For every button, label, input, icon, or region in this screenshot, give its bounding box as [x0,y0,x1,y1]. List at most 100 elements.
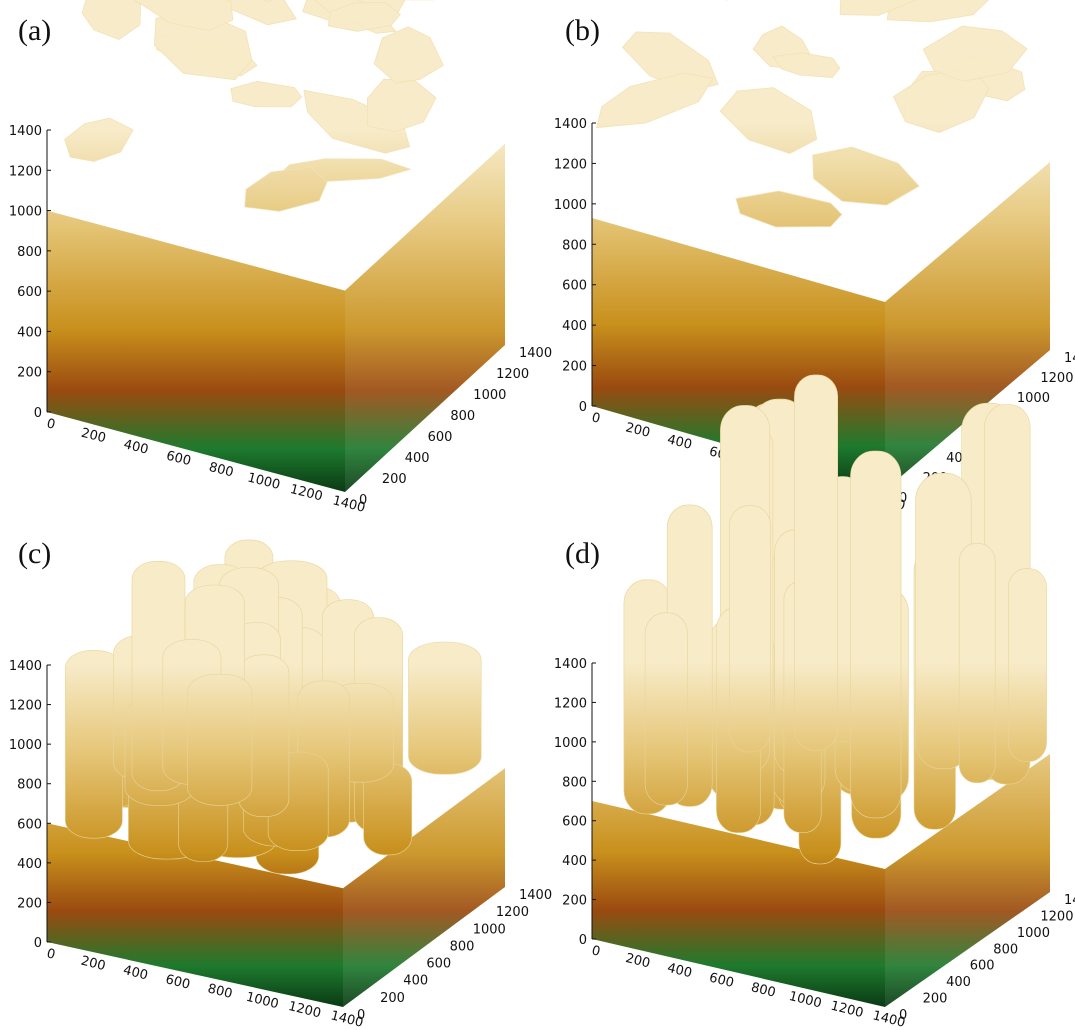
block-face-left [47,823,343,1007]
x-tick-label: 200 [624,951,652,972]
panel-label: (b) [565,14,600,47]
y-tick-label: 1200 [496,905,529,920]
panel-d: (d) 0 200 400 600 800 1000 1200 1400 0 200 400 600 8… [545,374,1075,1030]
block-face-left [47,210,345,493]
z-tick-label: 1400 [554,117,587,132]
x-tick-label: 400 [122,437,150,458]
y-tick-label: 1200 [1040,371,1073,386]
y-tick-label: 400 [405,451,430,466]
x-tick-label: 600 [708,970,736,991]
z-tick-label: 400 [562,319,587,334]
x-tick-label: 1000 [246,470,282,493]
z-tick-label: 1000 [9,738,42,753]
surface-feature [262,0,274,3]
y-tick-label: 1000 [1017,926,1050,941]
z-tick-label: 400 [562,854,587,869]
z-tick-label: 600 [562,279,587,294]
z-tick-label: 1200 [554,157,587,172]
z-tick-label: 600 [562,815,587,830]
x-tick-label: 600 [164,972,192,993]
x-tick-label: 600 [165,449,193,470]
surface-feature [81,0,142,40]
surface-feature [366,78,437,133]
y-tick-label: 1200 [1040,909,1073,924]
y-tick-label: 800 [450,409,475,424]
x-tick-label: 0 [45,416,57,433]
y-tick-label: 800 [450,939,475,954]
panel-label: (c) [18,537,52,570]
z-tick-label: 200 [17,896,42,911]
z-tick-label: 1200 [554,696,587,711]
z-tick-label: 200 [17,366,42,381]
surface-feature [1007,568,1047,762]
x-tick-label: 1400 [329,1008,365,1030]
z-tick-label: 200 [562,360,587,375]
z-tick-label: 0 [579,400,587,415]
surface-feature [230,80,303,108]
y-tick-label: 0 [899,1008,907,1023]
x-tick-label: 800 [206,981,234,1002]
z-tick-label: 0 [579,933,587,948]
y-tick-label: 0 [357,1008,365,1023]
surface-feature [64,117,134,162]
y-tick-label: 200 [380,991,405,1006]
z-tick-label: 1400 [554,657,587,672]
z-tick-label: 800 [562,775,587,790]
panel-c: (c) 0 200 400 600 800 1000 1200 1400 0 200 400 600 8… [0,515,552,1030]
y-tick-label: 600 [426,957,451,972]
z-tick-label: 1000 [9,205,42,220]
surface-feature [134,0,234,31]
y-tick-label: 1000 [473,388,506,403]
z-tick-label: 1400 [9,659,42,674]
y-tick-label: 1400 [519,888,552,903]
surface-feature [373,26,444,84]
surface-feature [644,612,688,806]
surface-feature [244,166,328,212]
z-tick-label: 800 [17,778,42,793]
y-tick-label: 400 [403,974,428,989]
y-tick-label: 1400 [1064,893,1075,908]
y-tick-label: 1400 [519,346,552,361]
y-tick-label: 800 [993,942,1018,957]
block-face-right [345,143,505,493]
z-tick-label: 800 [17,245,42,260]
surface-feature [213,0,297,26]
y-tick-label: 1000 [1017,391,1050,406]
x-tick-label: 1000 [244,990,280,1013]
z-tick-label: 600 [17,285,42,300]
z-tick-label: 1200 [9,164,42,179]
surface-feature [922,25,1028,82]
surface-feature [735,190,843,228]
surface-feature [772,52,841,79]
surface-feature [408,641,482,775]
y-tick-label: 200 [382,472,407,487]
y-tick-label: 1200 [496,367,529,382]
z-tick-label: 200 [562,894,587,909]
z-tick-label: 400 [17,857,42,872]
z-tick-label: 1000 [554,198,587,213]
y-tick-label: 400 [946,975,971,990]
surface-feature [187,673,253,806]
x-tick-label: 0 [590,410,602,427]
panel-a: (a) 0 200 400 600 800 1000 1200 1400 0 200 400 600 8… [0,0,552,516]
x-tick-label: 1000 [787,989,823,1012]
x-tick-label: 200 [79,954,107,975]
block-face-right [343,768,505,1007]
panel-label: (a) [18,14,52,47]
surface-feature [812,146,920,206]
surface-plot-a: 0 200 400 600 800 1000 1200 1400 0 200 400 600 800 10… [9,0,552,516]
x-tick-label: 800 [749,980,777,1001]
surface-feature [850,450,902,819]
y-tick-label: 0 [359,493,367,508]
y-tick-label: 1400 [1064,351,1075,366]
surface-feature [958,543,996,784]
x-tick-label: 0 [45,946,57,963]
y-tick-label: 600 [428,430,453,445]
block-face-right [885,754,1050,1007]
surface-feature [729,505,771,753]
z-tick-label: 0 [34,936,42,951]
surface-feature [719,87,818,155]
x-tick-label: 1200 [287,999,323,1022]
x-tick-label: 200 [80,426,108,447]
